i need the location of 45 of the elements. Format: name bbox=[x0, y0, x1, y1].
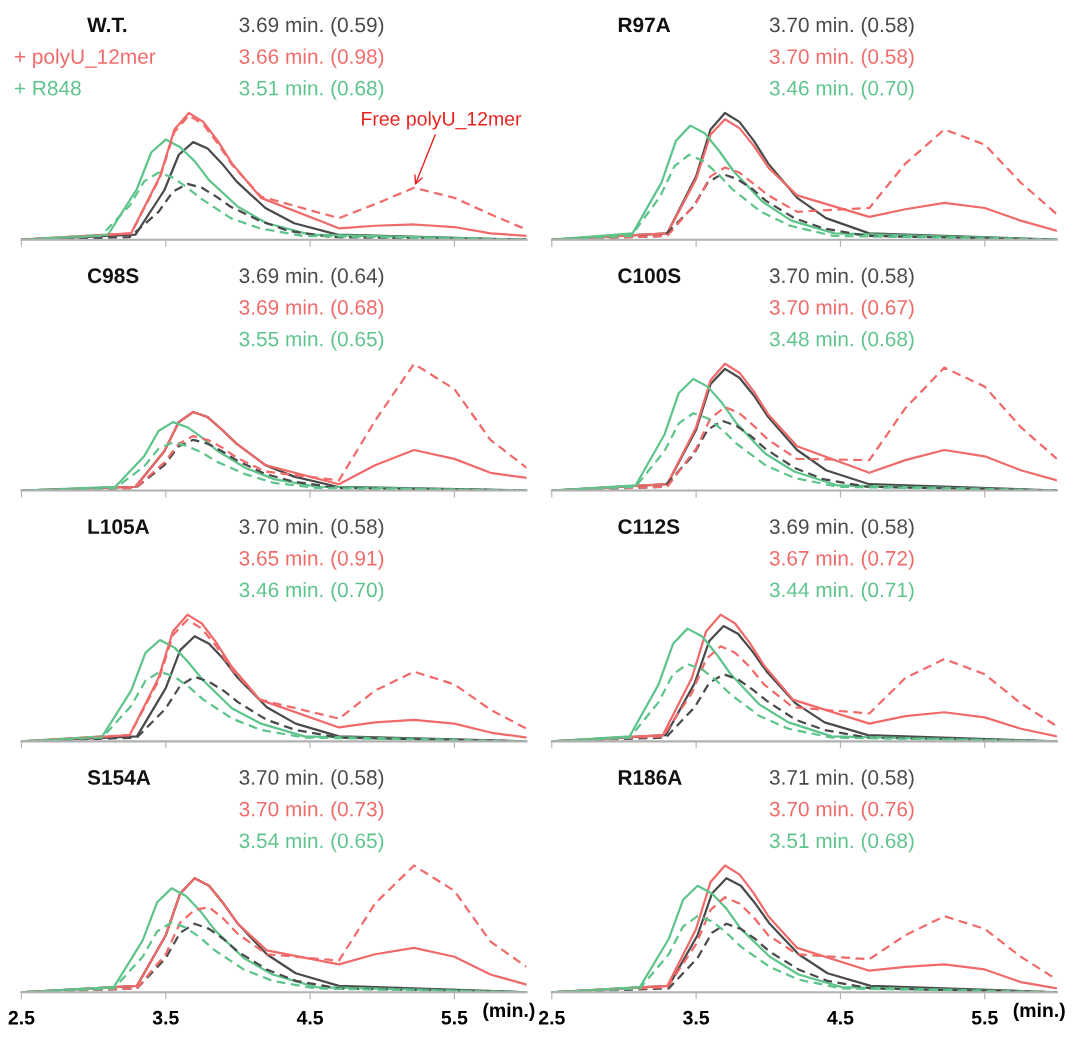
text: 3.66 min. (0.98) bbox=[239, 48, 384, 69]
text: 3.46 min. (0.70) bbox=[769, 80, 914, 100]
x-tick-label: 4.5 bbox=[827, 1011, 854, 1025]
text: + R848 bbox=[14, 80, 81, 96]
text: 3.70 min. (0.67) bbox=[769, 299, 914, 319]
chart-title: W.T. bbox=[87, 17, 127, 33]
text: 3.70 min. (0.58) bbox=[769, 48, 914, 69]
text: 3.69 min. (0.59) bbox=[239, 16, 384, 37]
x-tick-label: 5.5 bbox=[971, 1011, 998, 1025]
x-tick-label: 3.5 bbox=[152, 1010, 179, 1025]
x-tick-label: 4.5 bbox=[296, 1011, 324, 1025]
chart-title: R97A bbox=[618, 17, 671, 33]
x-tick-label: 2.5 bbox=[8, 1010, 35, 1025]
text: 3.69 min. (0.64) bbox=[239, 267, 384, 288]
x-axis-title: (min.) bbox=[1013, 1002, 1065, 1021]
chart-title: L105A bbox=[88, 519, 150, 534]
chart-title: C100S bbox=[618, 268, 681, 284]
text: 3.51 min. (0.68) bbox=[769, 832, 914, 853]
text: 3.51 min. (0.68) bbox=[239, 80, 384, 100]
text: 3.55 min. (0.65) bbox=[239, 331, 384, 351]
x-tick-label: 3.5 bbox=[683, 1010, 710, 1025]
chart-title: R186A bbox=[618, 770, 682, 785]
text: 3.48 min. (0.68) bbox=[769, 331, 914, 351]
text: 3.69 min. (0.68) bbox=[239, 299, 384, 319]
text: 3.70 min. (0.58) bbox=[239, 769, 384, 789]
text: 3.70 min. (0.58) bbox=[769, 16, 914, 37]
text: 3.67 min. (0.72) bbox=[769, 550, 914, 570]
x-tick-label: 2.5 bbox=[538, 1010, 565, 1025]
text: 3.70 min. (0.58) bbox=[769, 267, 914, 288]
text: 3.70 min. (0.76) bbox=[769, 801, 914, 821]
chart-title: S154A bbox=[87, 770, 151, 785]
text: 3.54 min. (0.65) bbox=[239, 832, 384, 853]
text: + polyU_12mer bbox=[14, 48, 156, 69]
text: 3.44 min. (0.71) bbox=[769, 581, 914, 602]
text: 3.70 min. (0.58) bbox=[239, 518, 384, 539]
text: 3.71 min. (0.58) bbox=[769, 769, 914, 789]
chart-title: C98S bbox=[87, 268, 139, 284]
text: 3.70 min. (0.73) bbox=[239, 801, 384, 821]
text: 3.65 min. (0.91) bbox=[239, 550, 384, 570]
chart-title: C112S bbox=[618, 519, 680, 534]
text: 3.69 min. (0.58) bbox=[769, 518, 914, 539]
x-tick-label: 5.5 bbox=[441, 1011, 468, 1025]
text: 3.46 min. (0.70) bbox=[239, 581, 384, 602]
annotation: Free polyU_12mer bbox=[362, 111, 522, 130]
x-axis-title: (min.) bbox=[483, 1002, 535, 1021]
